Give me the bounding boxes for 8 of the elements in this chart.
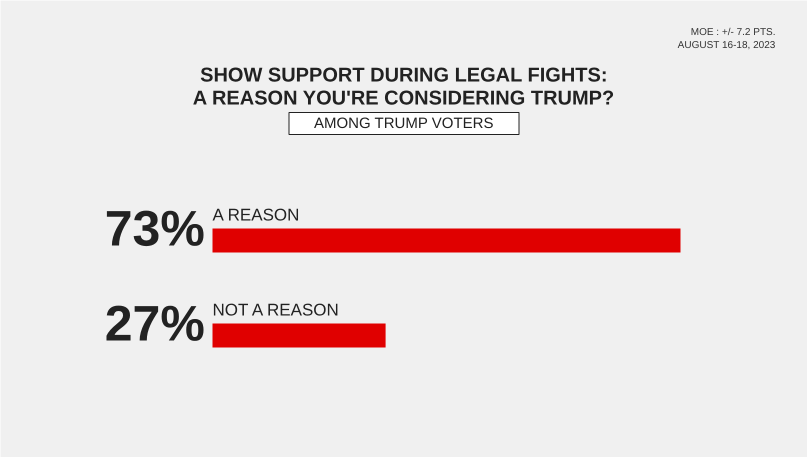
chart-title: SHOW SUPPORT DURING LEGAL FIGHTS: A REASON YOU'RE CONSIDERING TRUMP? [192, 64, 614, 110]
data-label: 27% [104, 296, 205, 352]
chart-subtitle: AMONG TRUMP VOTERS [314, 115, 494, 132]
text: MOE : +/- 7.2 PTS. [690, 27, 776, 38]
y-tick-label: NOT A REASON [212, 300, 339, 320]
y-tick-label: A REASON [212, 206, 300, 224]
text: AUGUST 16-18, 2023 [678, 40, 776, 51]
data-label: 73% [104, 200, 205, 256]
